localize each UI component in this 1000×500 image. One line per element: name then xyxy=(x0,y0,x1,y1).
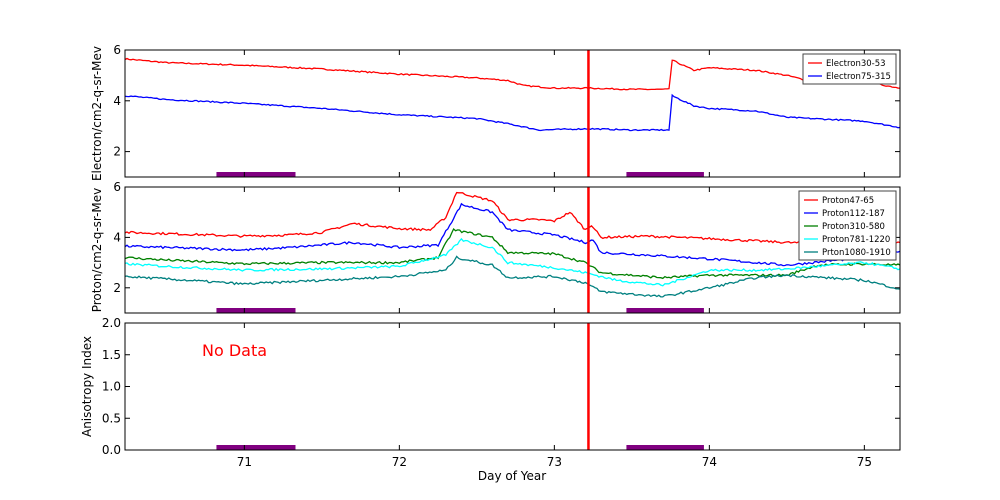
legend-label: Prton1080-1910 xyxy=(822,248,891,258)
y-tick-label: 2.0 xyxy=(102,316,121,330)
series-line-Electron75-315 xyxy=(124,93,901,132)
legend-label: Electron75-315 xyxy=(826,72,891,82)
series-line-Proton112-187 xyxy=(124,202,901,267)
y-tick-label: 2 xyxy=(113,281,121,295)
legend-box xyxy=(798,190,897,261)
series-line-Electron30-53 xyxy=(124,57,900,91)
legend-label: Proton310-580 xyxy=(822,222,885,232)
shaded-interval xyxy=(216,172,296,177)
y-tick-label: 0.0 xyxy=(102,443,121,457)
plot-frame xyxy=(124,49,901,178)
y-tick-label: 4 xyxy=(113,94,121,108)
y-tick-label: 1.0 xyxy=(102,380,121,394)
y-tick-label: 6 xyxy=(113,43,121,57)
x-axis-label: Day of Year xyxy=(477,469,547,483)
y-axis-label: Anisotropy Index xyxy=(80,336,94,437)
y-tick-label: 1.5 xyxy=(102,348,121,362)
x-tick-label: 73 xyxy=(547,455,562,469)
series-line-Prton1080-1910 xyxy=(124,255,901,298)
shaded-interval xyxy=(216,308,296,313)
y-tick-label: 2 xyxy=(113,145,121,159)
y-tick-label: 0.5 xyxy=(102,411,121,425)
no-data-annotation: No Data xyxy=(202,341,267,360)
legend-label: Proton47-65 xyxy=(822,196,874,206)
x-tick-label: 72 xyxy=(392,455,407,469)
legend-box xyxy=(802,53,897,85)
legend-label: Electron30-53 xyxy=(826,59,886,69)
shaded-interval xyxy=(626,445,704,450)
legend-label: Proton781-1220 xyxy=(822,235,890,245)
plot-frame xyxy=(124,186,901,314)
y-axis-label: Electron/cm2-q-sr-Mev xyxy=(90,46,104,181)
y-axis-label: Proton/cm2-q-sr-Mev xyxy=(90,188,104,313)
series-line-Proton47-65 xyxy=(124,191,901,247)
series-line-Proton310-580 xyxy=(124,227,901,280)
series-line-Proton781-1220 xyxy=(124,237,901,287)
y-tick-label: 6 xyxy=(113,180,121,194)
x-tick-label: 75 xyxy=(857,455,872,469)
shaded-interval xyxy=(626,172,704,177)
shaded-interval xyxy=(216,445,296,450)
shaded-interval xyxy=(626,308,704,313)
legend-label: Proton112-187 xyxy=(822,209,885,219)
x-tick-label: 71 xyxy=(237,455,252,469)
y-tick-label: 4 xyxy=(113,230,121,244)
x-tick-label: 74 xyxy=(702,455,717,469)
